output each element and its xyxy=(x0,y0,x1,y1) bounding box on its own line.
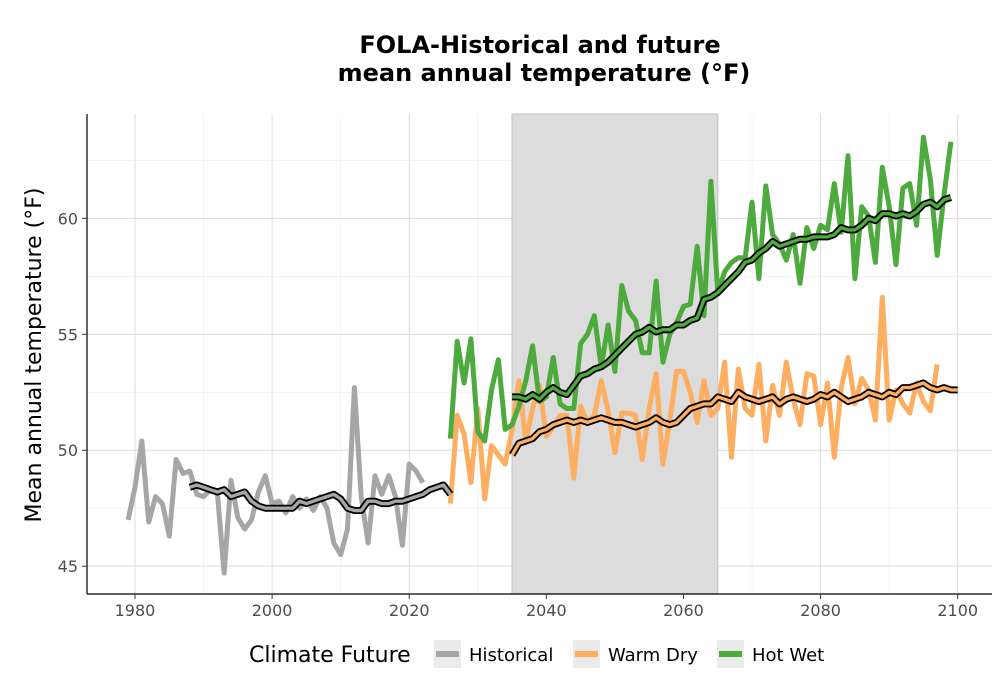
y-tick-label: 45 xyxy=(58,557,78,576)
legend: Climate Future Historical Warm Dry Hot W… xyxy=(249,640,824,668)
y-axis-ticks: 45 50 55 60 xyxy=(58,209,87,576)
x-tick-label: 2000 xyxy=(252,601,293,620)
smoothed-line-historical-smoothed xyxy=(189,483,452,513)
smoothed-line-warm-dry-smoothed xyxy=(510,381,958,456)
y-axis-label: Mean annual temperature (°F) xyxy=(22,188,47,523)
x-tick-label: 2100 xyxy=(937,601,978,620)
x-tick-label: 2020 xyxy=(389,601,430,620)
series-lines xyxy=(125,134,958,576)
y-tick-label: 55 xyxy=(58,325,78,344)
y-tick-label: 60 xyxy=(58,209,78,228)
x-axis-ticks: 1980 2000 2020 2040 2060 2080 2100 xyxy=(115,594,978,620)
x-tick-label: 1980 xyxy=(115,601,156,620)
y-tick-label: 50 xyxy=(58,441,78,460)
series-line-hot-wet xyxy=(447,134,954,444)
x-tick-label: 2040 xyxy=(526,601,567,620)
series-line-historical xyxy=(125,385,426,576)
legend-label-warm-dry: Warm Dry xyxy=(608,645,698,666)
x-tick-label: 2080 xyxy=(800,601,841,620)
smoothed-line-hot-wet-smoothed xyxy=(512,195,952,401)
legend-title: Climate Future xyxy=(249,643,411,668)
legend-label-hot-wet: Hot Wet xyxy=(752,645,824,666)
chart-title-line2: mean annual temperature (°F) xyxy=(338,59,751,87)
legend-label-historical: Historical xyxy=(469,645,553,666)
chart-title-line1: FOLA-Historical and future xyxy=(359,31,720,59)
x-tick-label: 2060 xyxy=(663,601,704,620)
